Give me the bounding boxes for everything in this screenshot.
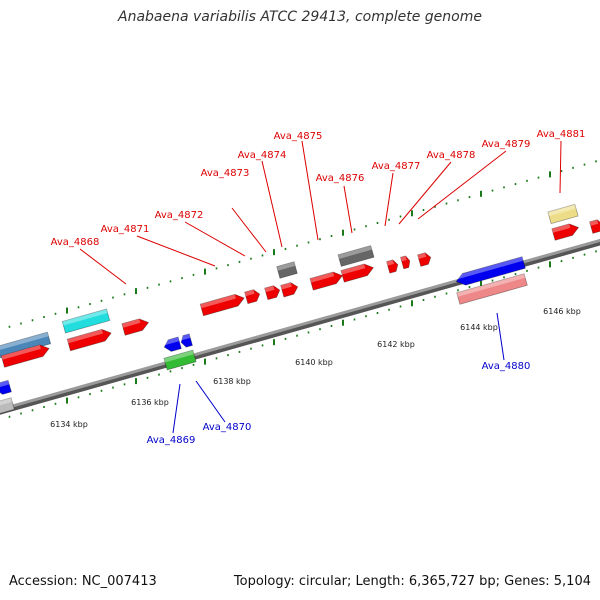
scale-label: 6144 kbp <box>460 323 498 332</box>
gene-grey <box>276 261 298 279</box>
gene-blue <box>179 333 193 348</box>
gene-lightgrey <box>0 397 15 415</box>
gene-steelblue <box>0 331 52 359</box>
gene-red <box>264 285 281 301</box>
gene-red <box>551 223 580 241</box>
gene-salmon <box>456 273 528 305</box>
leader-line <box>184 221 246 257</box>
leader-line <box>343 185 353 234</box>
gene-blue <box>0 379 12 395</box>
gene-red <box>121 318 150 336</box>
genome-title: Anabaena variabilis ATCC 29413, complete… <box>118 9 482 25</box>
gene-label: Ava_4881 <box>537 129 586 140</box>
gene-red <box>66 329 112 352</box>
gene-label: Ava_4875 <box>274 131 323 142</box>
gene-label: Ava_4877 <box>372 161 421 172</box>
leader-line <box>231 207 267 253</box>
gene-red <box>589 219 600 234</box>
scale-label: 6146 kbp <box>543 307 581 316</box>
scale-label: 6140 kbp <box>295 358 333 367</box>
leader-line <box>195 380 226 423</box>
leader-line <box>79 248 127 285</box>
scale-label: 6136 kbp <box>131 398 169 407</box>
leader-line <box>261 160 283 248</box>
scale-label: 6142 kbp <box>377 340 415 349</box>
gene-red <box>199 294 245 317</box>
gene-cyan <box>61 308 111 334</box>
leader-line <box>559 140 562 194</box>
gene-label: Ava_4873 <box>201 168 250 179</box>
gene-red <box>417 252 432 267</box>
gene-red <box>309 271 344 291</box>
gene-label: Ava_4869 <box>147 435 196 446</box>
gene-red <box>280 282 299 298</box>
gene-label: Ava_4879 <box>482 139 531 150</box>
leader-line <box>136 235 216 267</box>
gene-green <box>163 349 197 371</box>
gene-red <box>340 263 375 283</box>
leader-line <box>172 383 181 434</box>
leader-line <box>417 150 507 220</box>
leader-line <box>398 161 452 225</box>
gene-label: Ava_4868 <box>51 237 100 248</box>
gene-label: Ava_4880 <box>482 361 531 372</box>
gene-label: Ava_4872 <box>155 210 204 221</box>
gene-red <box>400 255 411 270</box>
gene-grey <box>337 245 375 267</box>
gene-blue <box>162 336 182 352</box>
leader-line <box>496 312 505 361</box>
gene-red <box>386 259 399 274</box>
leader-line <box>301 140 319 241</box>
gene-label: Ava_4876 <box>316 173 365 184</box>
gene-label: Ava_4878 <box>427 150 476 161</box>
gene-label: Ava_4871 <box>101 224 150 235</box>
tick-row-lower <box>8 250 597 418</box>
gene-label: Ava_4870 <box>203 422 252 433</box>
scale-label: 6134 kbp <box>50 420 88 429</box>
scale-label: 6138 kbp <box>213 377 251 386</box>
leader-line <box>384 172 394 227</box>
accession-text: Accession: NC_007413 <box>9 574 157 589</box>
gene-blue <box>454 256 526 286</box>
genome-summary-text: Topology: circular; Length: 6,365,727 bp… <box>233 574 591 589</box>
gene-red <box>0 344 50 368</box>
gene-khaki <box>547 203 579 225</box>
gene-red <box>244 289 261 305</box>
gene-label: Ava_4874 <box>238 150 287 161</box>
